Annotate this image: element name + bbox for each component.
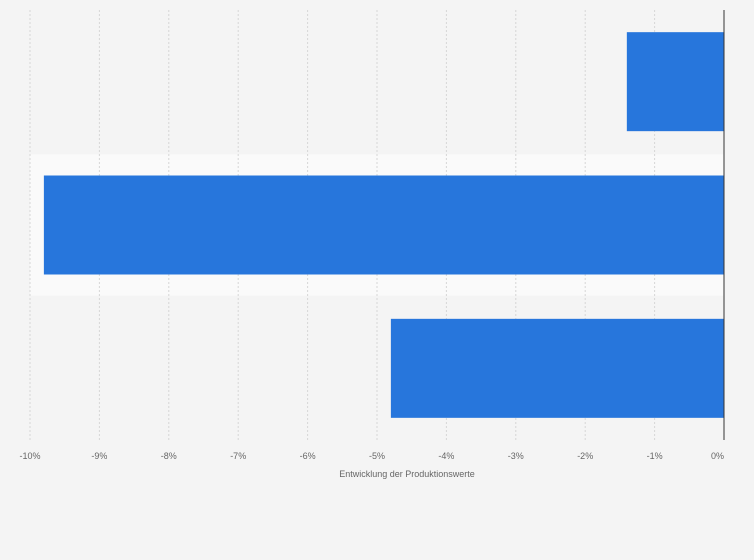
bar[interactable] (626, 32, 724, 132)
x-tick-labels: -10% -9% -8% -7% -6% -5% -4% -3% -2% -1% 0% (19, 451, 724, 461)
x-tick-label: -3% (508, 451, 524, 461)
x-tick-label: -8% (161, 451, 177, 461)
x-tick-label: 0% (711, 451, 724, 461)
x-tick-label: -4% (438, 451, 454, 461)
bar[interactable] (43, 175, 724, 275)
x-tick-label: -1% (647, 451, 663, 461)
x-tick-label: -2% (577, 451, 593, 461)
x-tick-label: -5% (369, 451, 385, 461)
x-tick-label: -7% (230, 451, 246, 461)
bars (43, 32, 724, 418)
bar[interactable] (390, 318, 724, 418)
x-tick-label: -6% (300, 451, 316, 461)
x-tick-label: -10% (19, 451, 40, 461)
x-axis-title: Entwicklung der Produktionswerte (339, 469, 475, 479)
x-tick-label: -9% (91, 451, 107, 461)
